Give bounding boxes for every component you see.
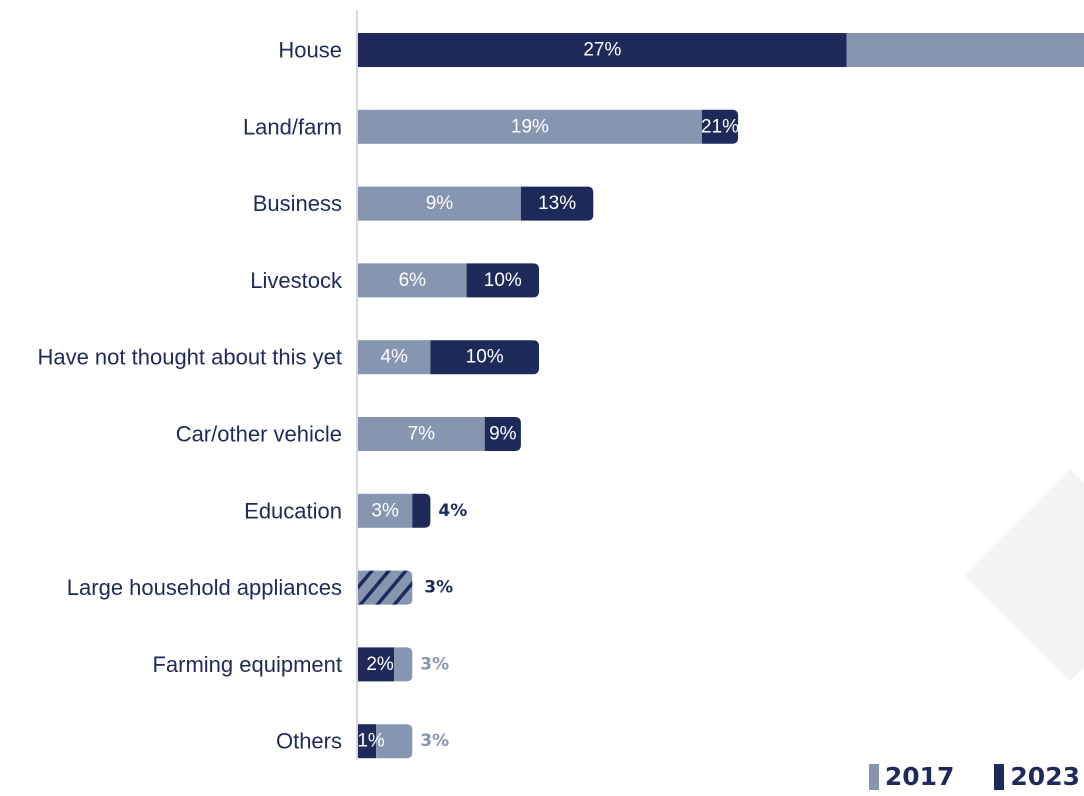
category-label: Education xyxy=(244,498,342,523)
bar-segment-2017 xyxy=(358,263,467,298)
bar-segment-2023 xyxy=(412,493,431,528)
legend-label-2023: 2023 xyxy=(1010,762,1080,791)
bar-segment-2017 xyxy=(358,493,413,528)
value-label-2017: 6% xyxy=(399,270,427,291)
value-label-2017: 3% xyxy=(420,654,449,674)
category-label: Business xyxy=(253,191,342,216)
legend-label-2017: 2017 xyxy=(884,762,955,791)
category-label: Have not thought about this yet xyxy=(37,345,342,370)
bar-segment-2017 xyxy=(358,417,485,451)
value-label-2017: 7% xyxy=(408,424,436,445)
bar-segment-2023 xyxy=(701,109,739,144)
bar-segment-2023 xyxy=(358,724,377,759)
legend: 2017 2023 xyxy=(868,762,1080,792)
bar-segment-2017 xyxy=(358,109,702,144)
value-label-2017: 3% xyxy=(371,500,399,521)
bar-segment-2017 xyxy=(376,724,413,759)
bar-segment-2023 xyxy=(430,340,539,375)
value-label-2023: 13% xyxy=(538,193,576,214)
value-label-2023: 27% xyxy=(583,40,621,61)
value-label-2023: 1% xyxy=(357,731,385,752)
bar-segment-2023 xyxy=(466,263,539,298)
legend-swatch-2023 xyxy=(994,764,1005,790)
bar-chart: House27%40%Land/farm19%21%Business9%13%L… xyxy=(37,10,1084,760)
category-label: Farming equipment xyxy=(152,652,342,677)
bar-segment-2017 xyxy=(394,647,413,682)
category-label: Others xyxy=(276,729,342,754)
category-label: Land/farm xyxy=(243,114,342,139)
bar-segment-combined xyxy=(358,570,413,605)
value-label-2023: 2% xyxy=(366,654,394,675)
value-label-2017: 9% xyxy=(426,193,454,214)
category-label: House xyxy=(278,38,342,63)
value-label-2017: 4% xyxy=(380,347,408,368)
category-label: Large household appliances xyxy=(67,575,342,600)
bar-segment-2017 xyxy=(846,33,1084,67)
value-label-2023: 21% xyxy=(701,116,739,137)
bar-segment-2017 xyxy=(358,186,521,221)
value-label: 3% xyxy=(424,578,453,598)
value-label-2023: 10% xyxy=(484,270,522,291)
bar-segment-2023 xyxy=(358,647,395,682)
category-label: Livestock xyxy=(250,268,343,293)
value-label-2017: 3% xyxy=(420,731,449,751)
value-label-2023: 9% xyxy=(489,424,517,445)
value-label-2023: 4% xyxy=(438,501,467,521)
legend-item-2017: 2017 xyxy=(868,762,955,792)
bar-segment-2023 xyxy=(520,186,594,221)
legend-item-2023: 2023 xyxy=(994,762,1080,792)
value-label-2017: 19% xyxy=(511,116,549,137)
bar-segment-2017 xyxy=(358,340,431,375)
legend-swatch-2017 xyxy=(868,764,879,790)
bar-segment-2023 xyxy=(484,417,521,451)
value-label-2023: 10% xyxy=(466,347,504,368)
category-label: Car/other vehicle xyxy=(176,422,342,447)
bar-segment-2023 xyxy=(358,33,847,67)
